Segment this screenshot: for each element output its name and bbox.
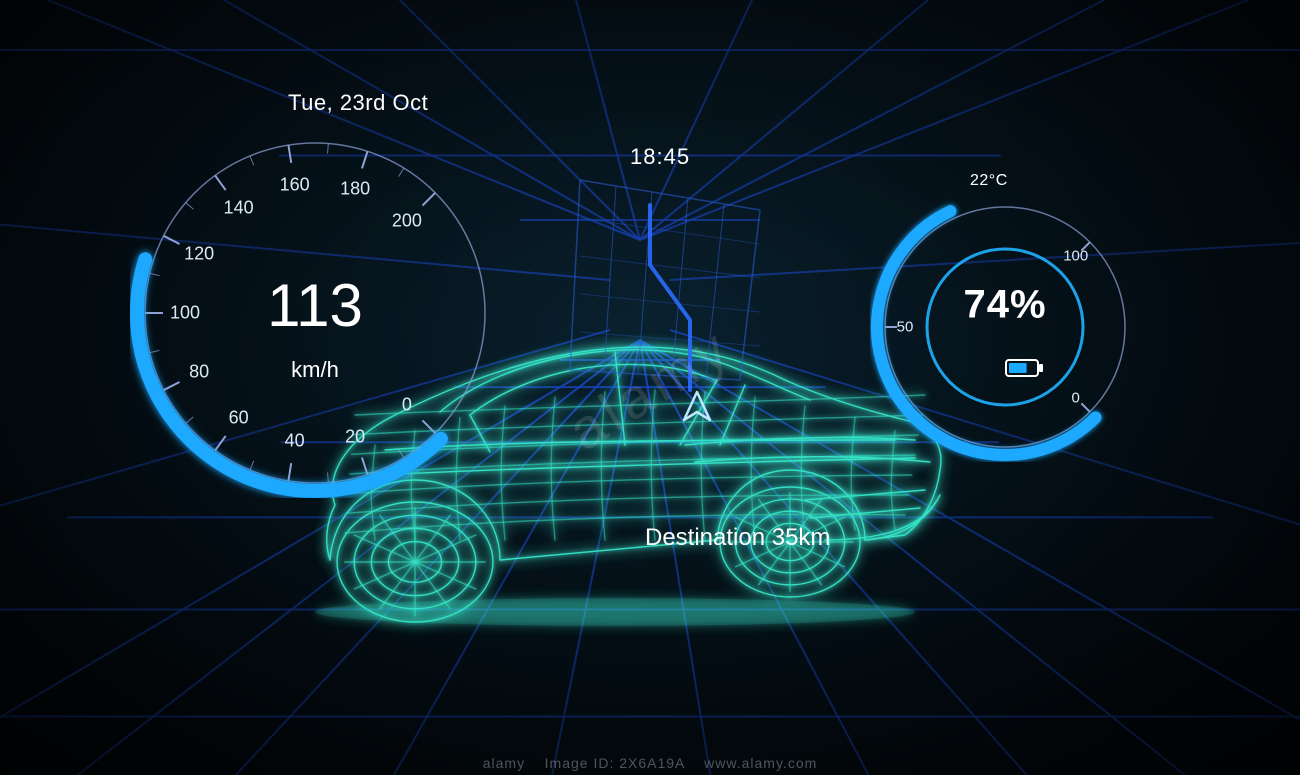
hud-overlay: Tue, 23rd Oct 18:45 22°C 113 km/h 0 20 40 6… — [0, 0, 1300, 775]
date-label: Tue, 23rd Oct — [288, 90, 428, 116]
watermark-brand: alamy — [483, 755, 525, 771]
battery-value: 74% — [963, 283, 1046, 328]
battery-tick-label: 100 — [1063, 248, 1088, 265]
speedo-tick-label: 60 — [229, 408, 249, 429]
speedo-tick-label: 40 — [285, 431, 305, 452]
time-label: 18:45 — [630, 144, 690, 170]
battery-gauge: 74% 0 50 100 — [870, 192, 1140, 462]
speedo-tick-label: 180 — [340, 179, 370, 200]
speedo-tick-label: 140 — [224, 197, 254, 218]
speedo-tick-label: 80 — [189, 362, 209, 383]
battery-tick-label: 0 — [1072, 389, 1080, 406]
speed-unit: km/h — [291, 357, 339, 383]
watermark-id: Image ID: 2X6A19A — [545, 755, 685, 771]
speedometer-gauge: 113 km/h 0 20 40 60 80 100 120 140 160 180 200 — [130, 128, 500, 498]
watermark-site: www.alamy.com — [704, 755, 817, 771]
speedo-tick-label: 160 — [280, 174, 310, 195]
speedo-tick-label: 200 — [392, 211, 422, 232]
speedo-tick-label: 0 — [402, 394, 412, 415]
speedo-tick-label: 20 — [345, 426, 365, 447]
speedo-tick-label: 120 — [184, 243, 214, 264]
speedo-tick-label: 100 — [170, 303, 200, 324]
destination-label: Destination 35km — [645, 524, 830, 552]
watermark-bottom: alamy Image ID: 2X6A19A www.alamy.com — [483, 755, 818, 771]
temperature-label: 22°C — [970, 172, 1008, 190]
battery-tick-label: 50 — [897, 319, 914, 336]
speed-value: 113 — [267, 276, 363, 336]
